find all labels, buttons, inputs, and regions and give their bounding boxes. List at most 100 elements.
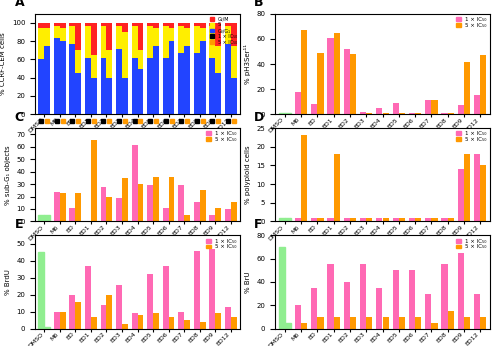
Bar: [178, 312, 184, 329]
Bar: [376, 288, 382, 329]
Bar: [44, 327, 50, 329]
Bar: [382, 218, 388, 221]
Bar: [132, 313, 138, 329]
Bar: [132, 58, 138, 114]
Bar: [230, 46, 236, 78]
Bar: [194, 23, 200, 26]
Bar: [100, 305, 106, 329]
Bar: [334, 154, 340, 221]
Bar: [60, 41, 66, 114]
Bar: [138, 315, 143, 329]
Bar: [76, 50, 82, 73]
Text: B: B: [254, 0, 263, 9]
Bar: [116, 23, 122, 26]
Bar: [168, 317, 174, 329]
Bar: [442, 113, 448, 114]
Bar: [76, 193, 82, 221]
Bar: [138, 69, 143, 114]
Bar: [132, 26, 138, 58]
Bar: [285, 218, 291, 221]
Bar: [409, 218, 415, 221]
Bar: [200, 322, 205, 329]
Bar: [200, 190, 205, 221]
Bar: [200, 23, 205, 28]
Bar: [278, 113, 285, 114]
Bar: [106, 197, 112, 221]
Bar: [295, 306, 301, 329]
Bar: [295, 218, 301, 221]
Text: E: E: [14, 218, 23, 231]
Y-axis label: % polyploid cells: % polyploid cells: [244, 145, 250, 204]
Bar: [38, 23, 44, 28]
Bar: [448, 113, 454, 114]
Bar: [442, 264, 448, 329]
Bar: [458, 169, 464, 221]
Bar: [91, 55, 97, 78]
Bar: [382, 113, 388, 114]
Bar: [162, 26, 168, 58]
Bar: [70, 295, 75, 329]
Bar: [138, 50, 143, 69]
Bar: [153, 313, 159, 329]
Bar: [301, 323, 307, 329]
Bar: [122, 32, 128, 78]
Bar: [328, 38, 334, 114]
Bar: [210, 23, 215, 26]
Bar: [194, 251, 200, 329]
Bar: [70, 23, 75, 26]
Bar: [76, 23, 82, 50]
Bar: [54, 23, 60, 26]
Bar: [409, 270, 415, 329]
Bar: [70, 26, 75, 44]
Bar: [415, 218, 422, 221]
Bar: [168, 23, 174, 28]
Y-axis label: % sub-G₁ objects: % sub-G₁ objects: [4, 145, 10, 204]
Bar: [184, 28, 190, 46]
Bar: [215, 313, 221, 329]
Bar: [106, 50, 112, 78]
Bar: [184, 46, 190, 114]
Bar: [230, 78, 236, 114]
Bar: [225, 307, 230, 329]
Bar: [54, 312, 60, 329]
Bar: [70, 44, 75, 114]
Bar: [344, 49, 350, 114]
Bar: [350, 317, 356, 329]
Bar: [44, 215, 50, 221]
Bar: [474, 294, 480, 329]
Bar: [301, 136, 307, 221]
Legend: 1 × IC₅₀, 5 × IC₅₀: 1 × IC₅₀, 5 × IC₅₀: [455, 17, 487, 29]
Bar: [194, 53, 200, 114]
Bar: [399, 317, 405, 329]
Bar: [138, 184, 143, 221]
Bar: [215, 46, 221, 73]
Bar: [153, 28, 159, 46]
Bar: [194, 26, 200, 53]
Bar: [54, 26, 60, 38]
Text: F: F: [254, 218, 262, 231]
Bar: [425, 294, 432, 329]
Bar: [225, 26, 230, 44]
Y-axis label: % CCRF-CEM cells: % CCRF-CEM cells: [0, 33, 6, 95]
Bar: [116, 284, 122, 329]
Bar: [162, 266, 168, 329]
Legend: 1 × IC₅₀, 5 × IC₅₀: 1 × IC₅₀, 5 × IC₅₀: [205, 238, 237, 250]
Bar: [334, 317, 340, 329]
Bar: [278, 218, 285, 221]
Bar: [116, 198, 122, 221]
Y-axis label: % BrU: % BrU: [244, 271, 250, 293]
Bar: [147, 23, 153, 26]
Bar: [122, 23, 128, 32]
Bar: [85, 23, 91, 26]
Bar: [230, 201, 236, 221]
Bar: [311, 104, 318, 114]
Bar: [200, 28, 205, 41]
Bar: [54, 192, 60, 221]
Bar: [210, 249, 215, 329]
Bar: [360, 218, 366, 221]
Bar: [458, 106, 464, 114]
Bar: [360, 264, 366, 329]
Bar: [91, 140, 97, 221]
Bar: [432, 218, 438, 221]
Bar: [106, 78, 112, 114]
